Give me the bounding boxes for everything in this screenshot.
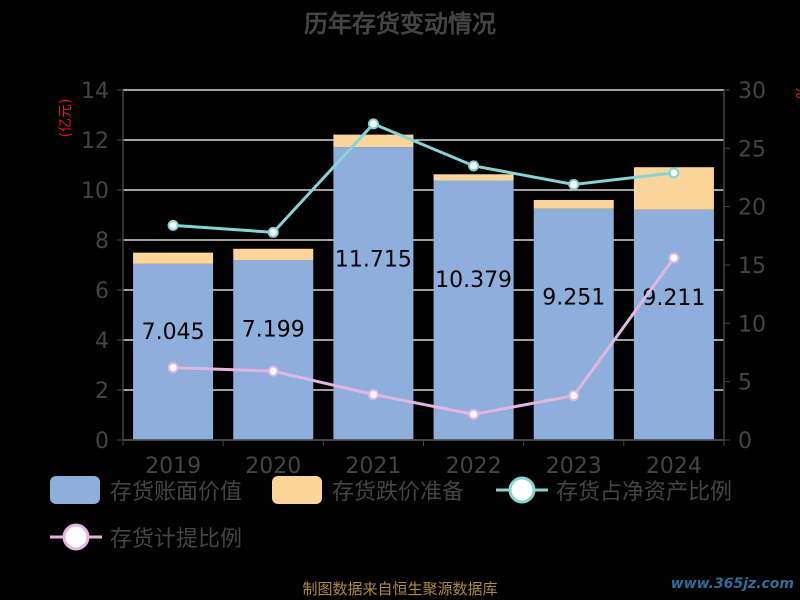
line-inventory-to-net-assets-point [167, 219, 179, 231]
x-tick-label: 2019 [145, 454, 201, 479]
y-left-tick-label: 10 [81, 179, 109, 204]
line-provision-ratio-point [167, 362, 179, 374]
bar-book-value [233, 260, 314, 440]
bar-data-label: 11.715 [335, 247, 412, 272]
bar-data-label: 10.379 [435, 268, 512, 293]
y-left-tick-label: 6 [95, 279, 109, 304]
y-left-tick-label: 4 [95, 329, 109, 354]
bar-impairment-reserve [233, 248, 314, 261]
y-right-tick-label: 10 [738, 312, 766, 337]
y-right-tick-label: 25 [738, 137, 766, 162]
line-inventory-to-net-assets-point [267, 226, 279, 238]
legend-label: 存货跌价准备 [332, 480, 464, 505]
y-left-tick-label: 14 [81, 79, 109, 104]
line-provision-ratio-point [568, 390, 580, 402]
axes: 0 2 4 6 8 10 12 14 0 5 10 15 20 25 30 (亿元)% 2019 2020 2021… [58, 79, 800, 479]
y-left-tick-label: 2 [95, 379, 109, 404]
bar-series [133, 134, 714, 440]
line-provision-ratio-point [367, 389, 379, 400]
bar-impairment-reserve [533, 199, 614, 209]
y-right-tick-label: 5 [738, 371, 752, 396]
x-tick-label: 2022 [446, 454, 502, 479]
legend-swatch [50, 476, 100, 504]
bar-book-value [533, 208, 614, 440]
legend-marker [508, 476, 536, 504]
line-inventory-to-net-assets-point [367, 118, 379, 130]
legend-swatch [272, 476, 322, 504]
chart-title: 历年存货变动情况 [304, 10, 496, 38]
line-provision-ratio-point [668, 252, 680, 264]
bar-book-value [433, 180, 514, 440]
x-tick-label: 2024 [646, 454, 702, 479]
bar-data-labels: 7.045 7.199 11.715 10.379 9.251 9.211 [142, 247, 706, 344]
line-series [167, 118, 680, 420]
watermark: www.365jz.com [671, 576, 794, 592]
y-left-axis-title: (亿元) [58, 99, 74, 138]
legend-label: 存货账面价值 [110, 480, 242, 505]
source-note: 制图数据来自恒生聚源数据库 [302, 580, 497, 598]
bar-book-value [633, 209, 714, 440]
bar-data-label: 9.251 [542, 286, 605, 311]
x-tick-label: 2023 [546, 454, 602, 479]
y-right-tick-label: 20 [738, 196, 766, 221]
y-left-tick-label: 0 [95, 429, 109, 454]
legend-marker [62, 523, 90, 551]
line-inventory-to-net-assets-point [568, 179, 580, 190]
line-provision-ratio [173, 257, 676, 416]
legend-label: 存货占净资产比例 [556, 480, 732, 505]
bar-data-label: 7.045 [142, 320, 205, 345]
bar-data-label: 9.211 [642, 286, 705, 311]
bar-book-value [133, 263, 214, 440]
line-inventory-to-net-assets-point [668, 167, 680, 179]
line-inventory-to-net-assets-point [468, 160, 480, 172]
bar-impairment-reserve [133, 252, 214, 264]
bar-impairment-reserve [433, 174, 514, 181]
x-tick-label: 2021 [345, 454, 401, 479]
gridlines [123, 89, 724, 441]
line-inventory-to-net-assets [172, 122, 675, 234]
line-provision-ratio-point [468, 408, 480, 420]
y-right-axis-title: % [792, 85, 800, 98]
x-tick-label: 2020 [245, 454, 301, 479]
y-left-tick-label: 12 [81, 129, 109, 154]
line-provision-ratio-point [267, 365, 279, 377]
y-left-tick-label: 8 [95, 229, 109, 254]
y-right-tick-label: 30 [738, 79, 766, 104]
y-right-tick-label: 0 [738, 429, 752, 454]
bar-data-label: 7.199 [242, 317, 305, 342]
y-right-tick-label: 15 [738, 254, 766, 279]
legend-label: 存货计提比例 [110, 527, 242, 552]
